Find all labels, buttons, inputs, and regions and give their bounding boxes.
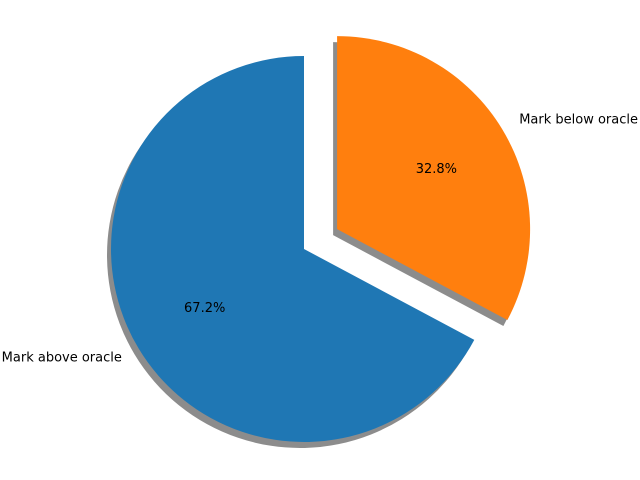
category-label-mark-above-oracle: Mark above oracle [2, 351, 122, 366]
pct-label-mark-below-oracle: 32.8% [416, 162, 457, 177]
pie-labels: 67.2% Mark above oracle 32.8% Mark below or… [2, 112, 638, 365]
pie-slices [110, 36, 531, 443]
pct-label-mark-above-oracle: 67.2% [184, 301, 225, 316]
pie-slice-mark-above-oracle [110, 56, 475, 443]
category-label-mark-below-oracle: Mark below oracle [519, 112, 638, 127]
pie-slice-mark-below-oracle [337, 36, 531, 320]
